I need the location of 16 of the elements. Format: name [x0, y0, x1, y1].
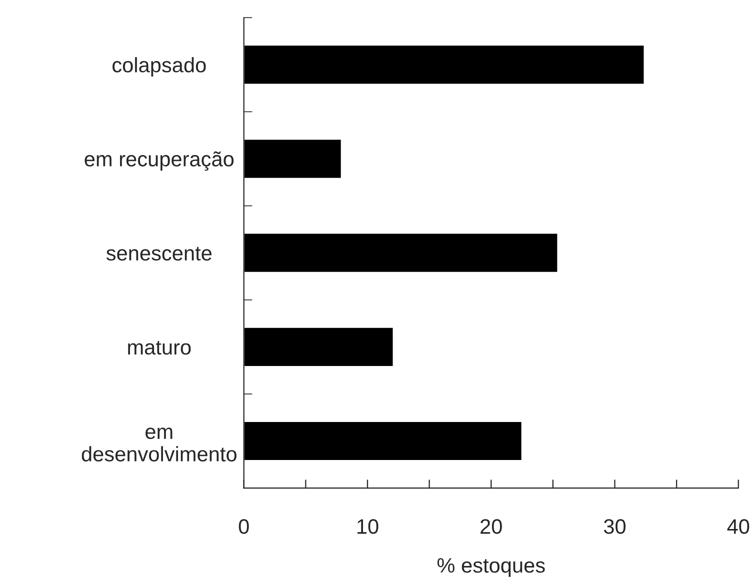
- x-tick-label: 0: [238, 519, 249, 534]
- bar: [244, 138, 342, 180]
- y-tick-label: em recuperação: [84, 151, 234, 171]
- bar: [244, 326, 394, 368]
- x-tick-label: 10: [358, 519, 378, 534]
- x-axis-title: % estoques: [437, 558, 545, 577]
- bar: [244, 44, 646, 86]
- bar: [244, 420, 523, 462]
- bar: [244, 232, 559, 274]
- y-tick-label: senescente: [106, 246, 212, 261]
- x-tick-label: 40: [727, 519, 750, 534]
- y-tick-label: colapsado: [112, 57, 206, 77]
- y-tick-label: maturo: [128, 341, 191, 355]
- x-tick-label: 30: [604, 519, 626, 534]
- x-tick-label: 20: [480, 519, 502, 534]
- y-tick-label: em desenvolvimento: [82, 428, 236, 462]
